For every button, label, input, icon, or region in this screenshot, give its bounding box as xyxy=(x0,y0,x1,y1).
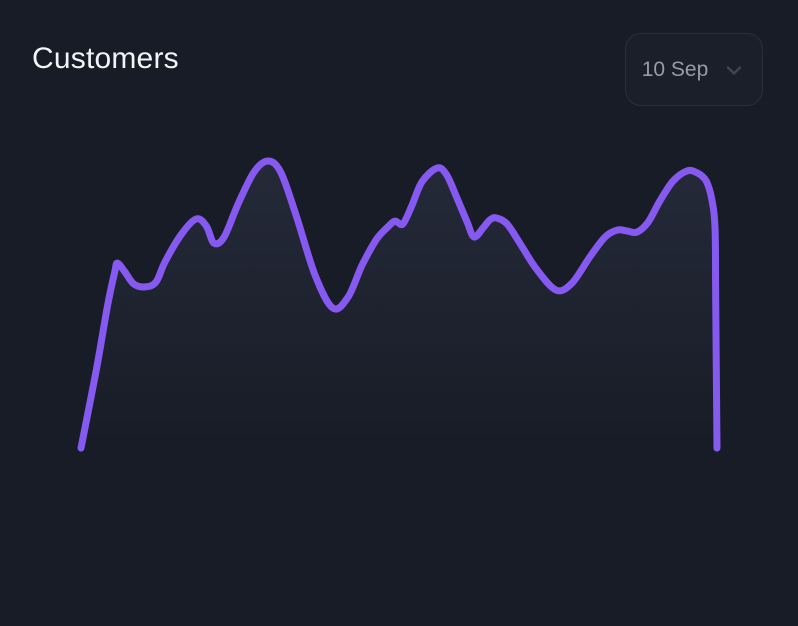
series-line-customers xyxy=(77,157,721,452)
period-dropdown-button[interactable]: 10 Sep xyxy=(625,33,763,106)
card-title: Customers xyxy=(32,42,179,75)
period-dropdown-label: 10 Sep xyxy=(641,57,709,81)
area-fill xyxy=(81,161,717,449)
chevron-down-icon xyxy=(727,65,742,75)
